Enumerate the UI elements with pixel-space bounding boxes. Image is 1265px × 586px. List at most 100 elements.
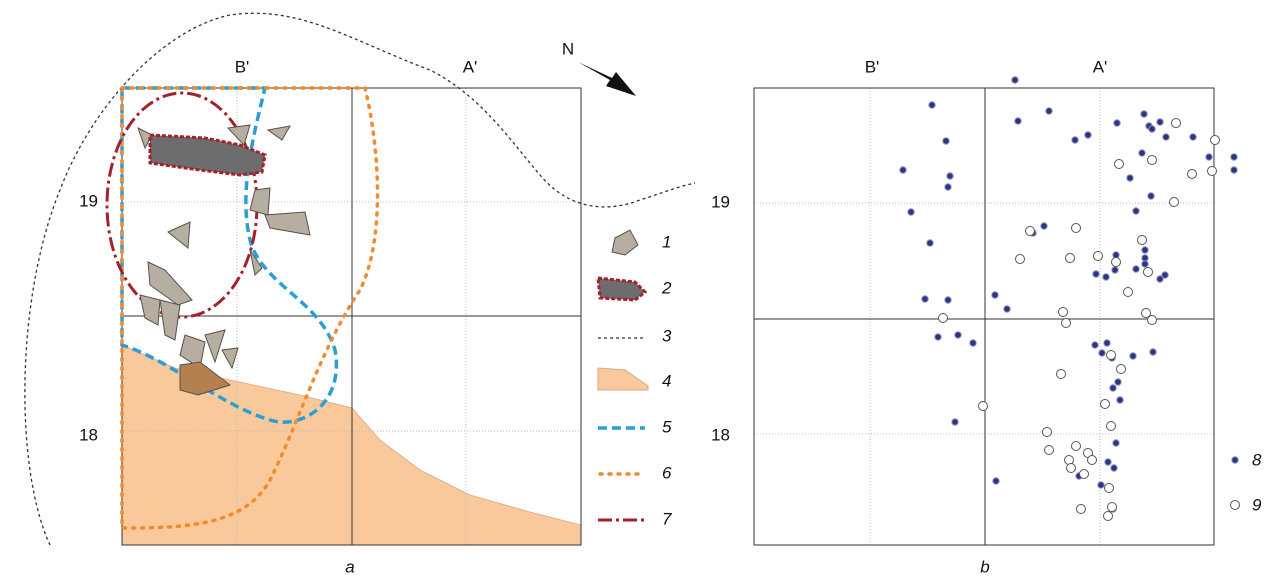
find-dark bbox=[1104, 340, 1110, 346]
find-open bbox=[1105, 484, 1114, 493]
find-dark bbox=[1157, 119, 1163, 125]
legend-label: 6 bbox=[662, 463, 672, 482]
find-open bbox=[1067, 464, 1076, 473]
legend-sea bbox=[598, 368, 648, 390]
find-dark bbox=[1142, 247, 1148, 253]
find-dark bbox=[1093, 271, 1099, 277]
find-open bbox=[1112, 258, 1121, 267]
find-dark bbox=[1133, 208, 1139, 214]
find-open bbox=[1057, 370, 1066, 379]
find-open bbox=[1072, 442, 1081, 451]
find-dark bbox=[922, 296, 928, 302]
find-dark bbox=[1105, 459, 1111, 465]
find-dark bbox=[1114, 120, 1120, 126]
legend-label: 1 bbox=[662, 232, 671, 251]
north-label: N bbox=[562, 39, 574, 58]
find-dark bbox=[1130, 353, 1136, 359]
find-dark bbox=[1098, 482, 1104, 488]
legend-label: 8 bbox=[1252, 450, 1262, 469]
find-dark bbox=[935, 334, 941, 340]
find-dark bbox=[992, 292, 998, 298]
find-open bbox=[1026, 227, 1035, 236]
find-dark bbox=[1117, 397, 1123, 403]
find-dark bbox=[1012, 77, 1018, 83]
find-dark bbox=[1115, 379, 1121, 385]
find-dark bbox=[1092, 342, 1098, 348]
find-dark bbox=[1157, 276, 1163, 282]
find-dark bbox=[927, 240, 933, 246]
find-open bbox=[1107, 422, 1116, 431]
legend-label: 4 bbox=[662, 371, 671, 390]
legend-labels: 1 2 3 4 5 6 7 bbox=[661, 232, 672, 528]
find-open bbox=[1066, 254, 1075, 263]
find-dark bbox=[1127, 175, 1133, 181]
find-open bbox=[1148, 316, 1157, 325]
find-dark bbox=[908, 209, 914, 215]
finds bbox=[900, 77, 1240, 521]
row-label: 18 bbox=[79, 425, 98, 444]
find-open bbox=[1117, 365, 1126, 374]
column-label: A' bbox=[1093, 57, 1108, 76]
find-open bbox=[1077, 505, 1086, 514]
find-open bbox=[1104, 512, 1113, 521]
find-dark bbox=[947, 173, 953, 179]
north-arrow bbox=[578, 62, 636, 96]
row-label: 18 bbox=[711, 425, 730, 444]
find-open bbox=[1107, 351, 1116, 360]
find-dark bbox=[1046, 108, 1052, 114]
find-dark bbox=[929, 102, 935, 108]
legend-label: 9 bbox=[1252, 495, 1262, 514]
find-open bbox=[1188, 170, 1197, 179]
find-dark bbox=[1103, 274, 1109, 280]
find-dark bbox=[1190, 134, 1196, 140]
find-open bbox=[1144, 268, 1153, 277]
find-open bbox=[1108, 503, 1117, 512]
find-open bbox=[1148, 156, 1157, 165]
row-label: 19 bbox=[79, 191, 98, 210]
legend-label: 5 bbox=[662, 417, 672, 436]
find-open bbox=[1172, 119, 1181, 128]
find-dark bbox=[1110, 385, 1116, 391]
find-open bbox=[1101, 400, 1110, 409]
find-dark bbox=[1139, 150, 1145, 156]
find-open bbox=[1208, 167, 1217, 176]
find-open bbox=[1043, 428, 1052, 437]
find-dark bbox=[1231, 154, 1237, 160]
find-open bbox=[1080, 470, 1089, 479]
caption: a bbox=[345, 557, 354, 576]
dwelling-outline bbox=[150, 135, 265, 175]
column-label: A' bbox=[463, 57, 478, 76]
find-open bbox=[1045, 446, 1054, 455]
find-open bbox=[939, 314, 948, 323]
find-dark bbox=[1149, 126, 1155, 132]
legend-label: 2 bbox=[661, 278, 672, 297]
find-dark bbox=[943, 138, 949, 144]
legend-label: 7 bbox=[662, 509, 672, 528]
find-open bbox=[1231, 501, 1240, 510]
figure: B' A' 19 18 N 1 2 3 4 5 6 7 a bbox=[0, 0, 1265, 581]
find-dark bbox=[1231, 167, 1237, 173]
legend-stone bbox=[612, 230, 638, 255]
find-open bbox=[1016, 255, 1025, 264]
zone-red bbox=[107, 93, 257, 317]
find-dark bbox=[1041, 223, 1047, 229]
find-dark bbox=[945, 297, 951, 303]
find-dark bbox=[952, 419, 958, 425]
find-open bbox=[979, 402, 988, 411]
find-open bbox=[1124, 288, 1133, 297]
find-open bbox=[1072, 224, 1081, 233]
find-dark bbox=[1232, 457, 1238, 463]
find-dark bbox=[1072, 137, 1078, 143]
find-dark bbox=[1112, 267, 1118, 273]
panel-b: B' A' 19 18 8 9 b bbox=[711, 57, 1262, 576]
find-dark bbox=[1163, 134, 1169, 140]
caption: b bbox=[980, 557, 989, 576]
find-dark bbox=[1142, 255, 1148, 261]
find-dark bbox=[1148, 193, 1154, 199]
find-dark bbox=[1142, 261, 1148, 267]
find-open bbox=[1094, 252, 1103, 261]
find-dark bbox=[900, 167, 906, 173]
find-open bbox=[1088, 456, 1097, 465]
find-open bbox=[1115, 160, 1124, 169]
page: B' A' 19 18 N 1 2 3 4 5 6 7 a bbox=[0, 0, 1265, 586]
